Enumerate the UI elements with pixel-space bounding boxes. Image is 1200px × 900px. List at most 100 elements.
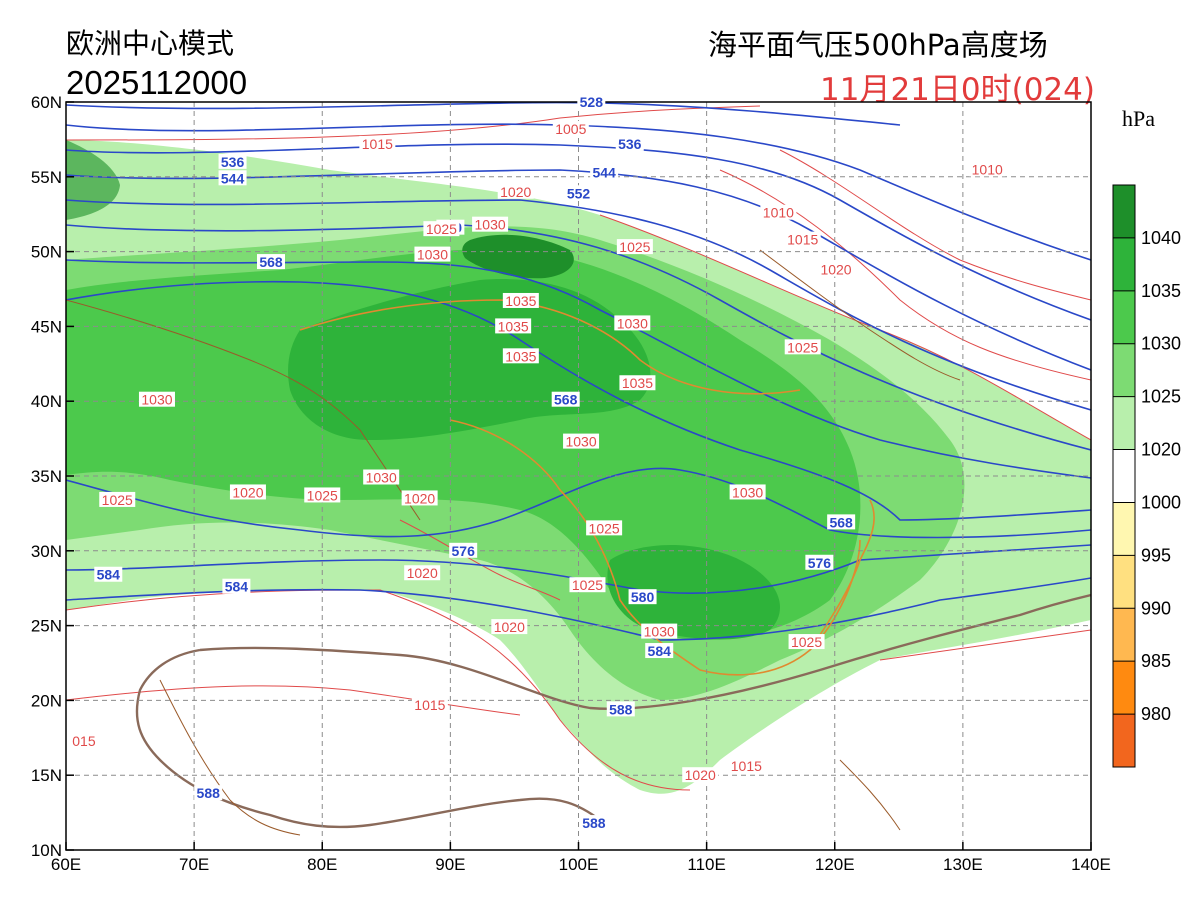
height-contour-label-bg	[805, 554, 834, 570]
pressure-contour-label-bg	[586, 520, 623, 536]
colorbar-swatch	[1113, 502, 1135, 556]
pressure-contour-label-bg	[616, 239, 653, 255]
unit-label: hPa	[1122, 106, 1155, 131]
lon-tick-label: 110E	[687, 855, 725, 874]
height-contour-label: 580	[631, 589, 655, 605]
pressure-contour-label-bg	[401, 490, 438, 506]
pressure-fill-west	[66, 140, 120, 220]
colorbar-swatch	[1113, 237, 1135, 291]
height-contour-label-bg	[218, 153, 247, 169]
lat-tick-label: 45N	[31, 317, 62, 336]
run-time: 2025112000	[66, 64, 248, 101]
colorbar-swatch	[1113, 290, 1135, 344]
height-contour-label-bg	[94, 566, 123, 582]
pressure-contour-label-bg	[729, 484, 766, 500]
pressure-contour-label: 1020	[494, 619, 525, 635]
pressure-contour-label-bg	[641, 623, 678, 639]
height-labels: 5285365365445445525605685685685765765805…	[94, 94, 856, 831]
pressure-fill-1030	[66, 249, 861, 640]
pressure-contour-label-bg	[502, 348, 539, 364]
height-contour-label-bg	[827, 514, 856, 530]
pressure-contour-label: 1015	[787, 232, 818, 248]
pressure-contour-label: 1035	[498, 318, 529, 334]
pressure-contour-label-bg	[818, 261, 855, 277]
colorbar-swatch	[1113, 343, 1135, 397]
pressure-contour-label: 1025	[619, 239, 650, 255]
pressure-contour-label: 1020	[407, 565, 438, 581]
pressure-contour-label: 1030	[617, 315, 648, 331]
height-contour-label-bg	[628, 589, 657, 605]
height-contour-label: 544	[221, 170, 245, 186]
lat-tick-label: 30N	[31, 542, 62, 561]
height-contour-label: 584	[97, 567, 121, 583]
pressure-contour-label: 1035	[505, 348, 536, 364]
lat-tick-label: 35N	[31, 467, 62, 486]
pressure-contour-label-bg	[359, 135, 396, 151]
pressure-contour-label: 1010	[972, 161, 1003, 177]
colorbar-swatch	[1113, 396, 1135, 450]
height-contour-label-bg	[218, 170, 247, 186]
height-contour-label-bg	[645, 643, 674, 659]
pressure-contour-label-bg	[728, 758, 765, 774]
colorbar-swatch	[1113, 714, 1135, 767]
height-contour-label-bg	[606, 701, 635, 717]
pressure-contour-label: 1030	[732, 484, 763, 500]
colorbar-label: 1035	[1141, 281, 1181, 301]
pressure-contour-label-bg	[414, 246, 451, 262]
colorbar-label: 1025	[1141, 387, 1181, 407]
height-contour-label-bg	[615, 135, 644, 151]
pressure-contour-label-bg	[682, 767, 719, 783]
pressure-contour-label-bg	[969, 161, 1006, 177]
pressure-contour-label: 1030	[366, 469, 397, 485]
pressure-contour-label: 1030	[417, 247, 448, 263]
pressure-contour-label: 1030	[565, 434, 596, 450]
pressure-contour-label-bg	[569, 577, 606, 593]
pressure-contour-label-bg	[563, 433, 600, 449]
model-title: 欧洲中心模式	[66, 27, 235, 60]
colorbar-label: 1000	[1141, 492, 1181, 512]
lat-tick-label: 40N	[31, 392, 62, 411]
lat-tick-label: 25N	[31, 617, 62, 636]
height-contour-label-bg	[577, 94, 606, 109]
pressure-contour-label: 1030	[141, 392, 172, 408]
lat-tick-label: 15N	[31, 766, 62, 785]
colorbar-label: 1030	[1141, 334, 1181, 354]
height-contour-label-bg	[194, 785, 223, 801]
height-contour-label: 568	[554, 392, 578, 408]
height-contour-label: 584	[225, 579, 249, 595]
height-contour-label-bg	[257, 254, 285, 270]
height-contour-label: 568	[829, 514, 853, 530]
lat-tick-label: 50N	[31, 243, 62, 262]
pressure-contour-label: 1025	[426, 221, 457, 237]
height-contour-label: 576	[808, 555, 832, 571]
pressure-contour-label: 1025	[589, 520, 620, 536]
colorbar-label: 980	[1141, 704, 1171, 724]
colorbar-label: 985	[1141, 651, 1171, 671]
height-contour-label: 576	[452, 543, 476, 559]
pressure-contour-label-bg	[472, 216, 509, 232]
pressure-contour-label-bg	[229, 484, 266, 500]
pressure-contour-label-bg	[784, 339, 821, 355]
colorbar-swatch	[1113, 449, 1135, 503]
pressure-contour-label-bg	[99, 491, 136, 507]
colorbar-swatch	[1113, 608, 1135, 662]
lat-lon-grid	[66, 102, 1091, 850]
pressure-contour-label: 1030	[644, 624, 675, 640]
height-contour-label: 536	[221, 154, 245, 170]
lat-tick-label: 55N	[31, 168, 62, 187]
pressure-contour-label: 1020	[404, 490, 435, 506]
pressure-contour-label-bg	[411, 696, 448, 712]
pressure-contour-label: 1035	[622, 375, 653, 391]
lon-tick-label: 140E	[1071, 855, 1111, 874]
ridge-contour-588	[135, 593, 1091, 829]
height-contour-label: 588	[609, 701, 633, 717]
pressure-contour-label: 015	[72, 733, 96, 749]
pressure-contour-label: 1010	[763, 205, 794, 221]
height-contour-label: 536	[618, 136, 642, 152]
pressure-contour-label: 1025	[572, 577, 603, 593]
colorbar-frame	[1112, 184, 1136, 768]
lon-tick-label: 70E	[179, 855, 209, 874]
pressure-contour-label: 1020	[500, 184, 531, 200]
pressure-contour-label-bg	[404, 565, 441, 581]
